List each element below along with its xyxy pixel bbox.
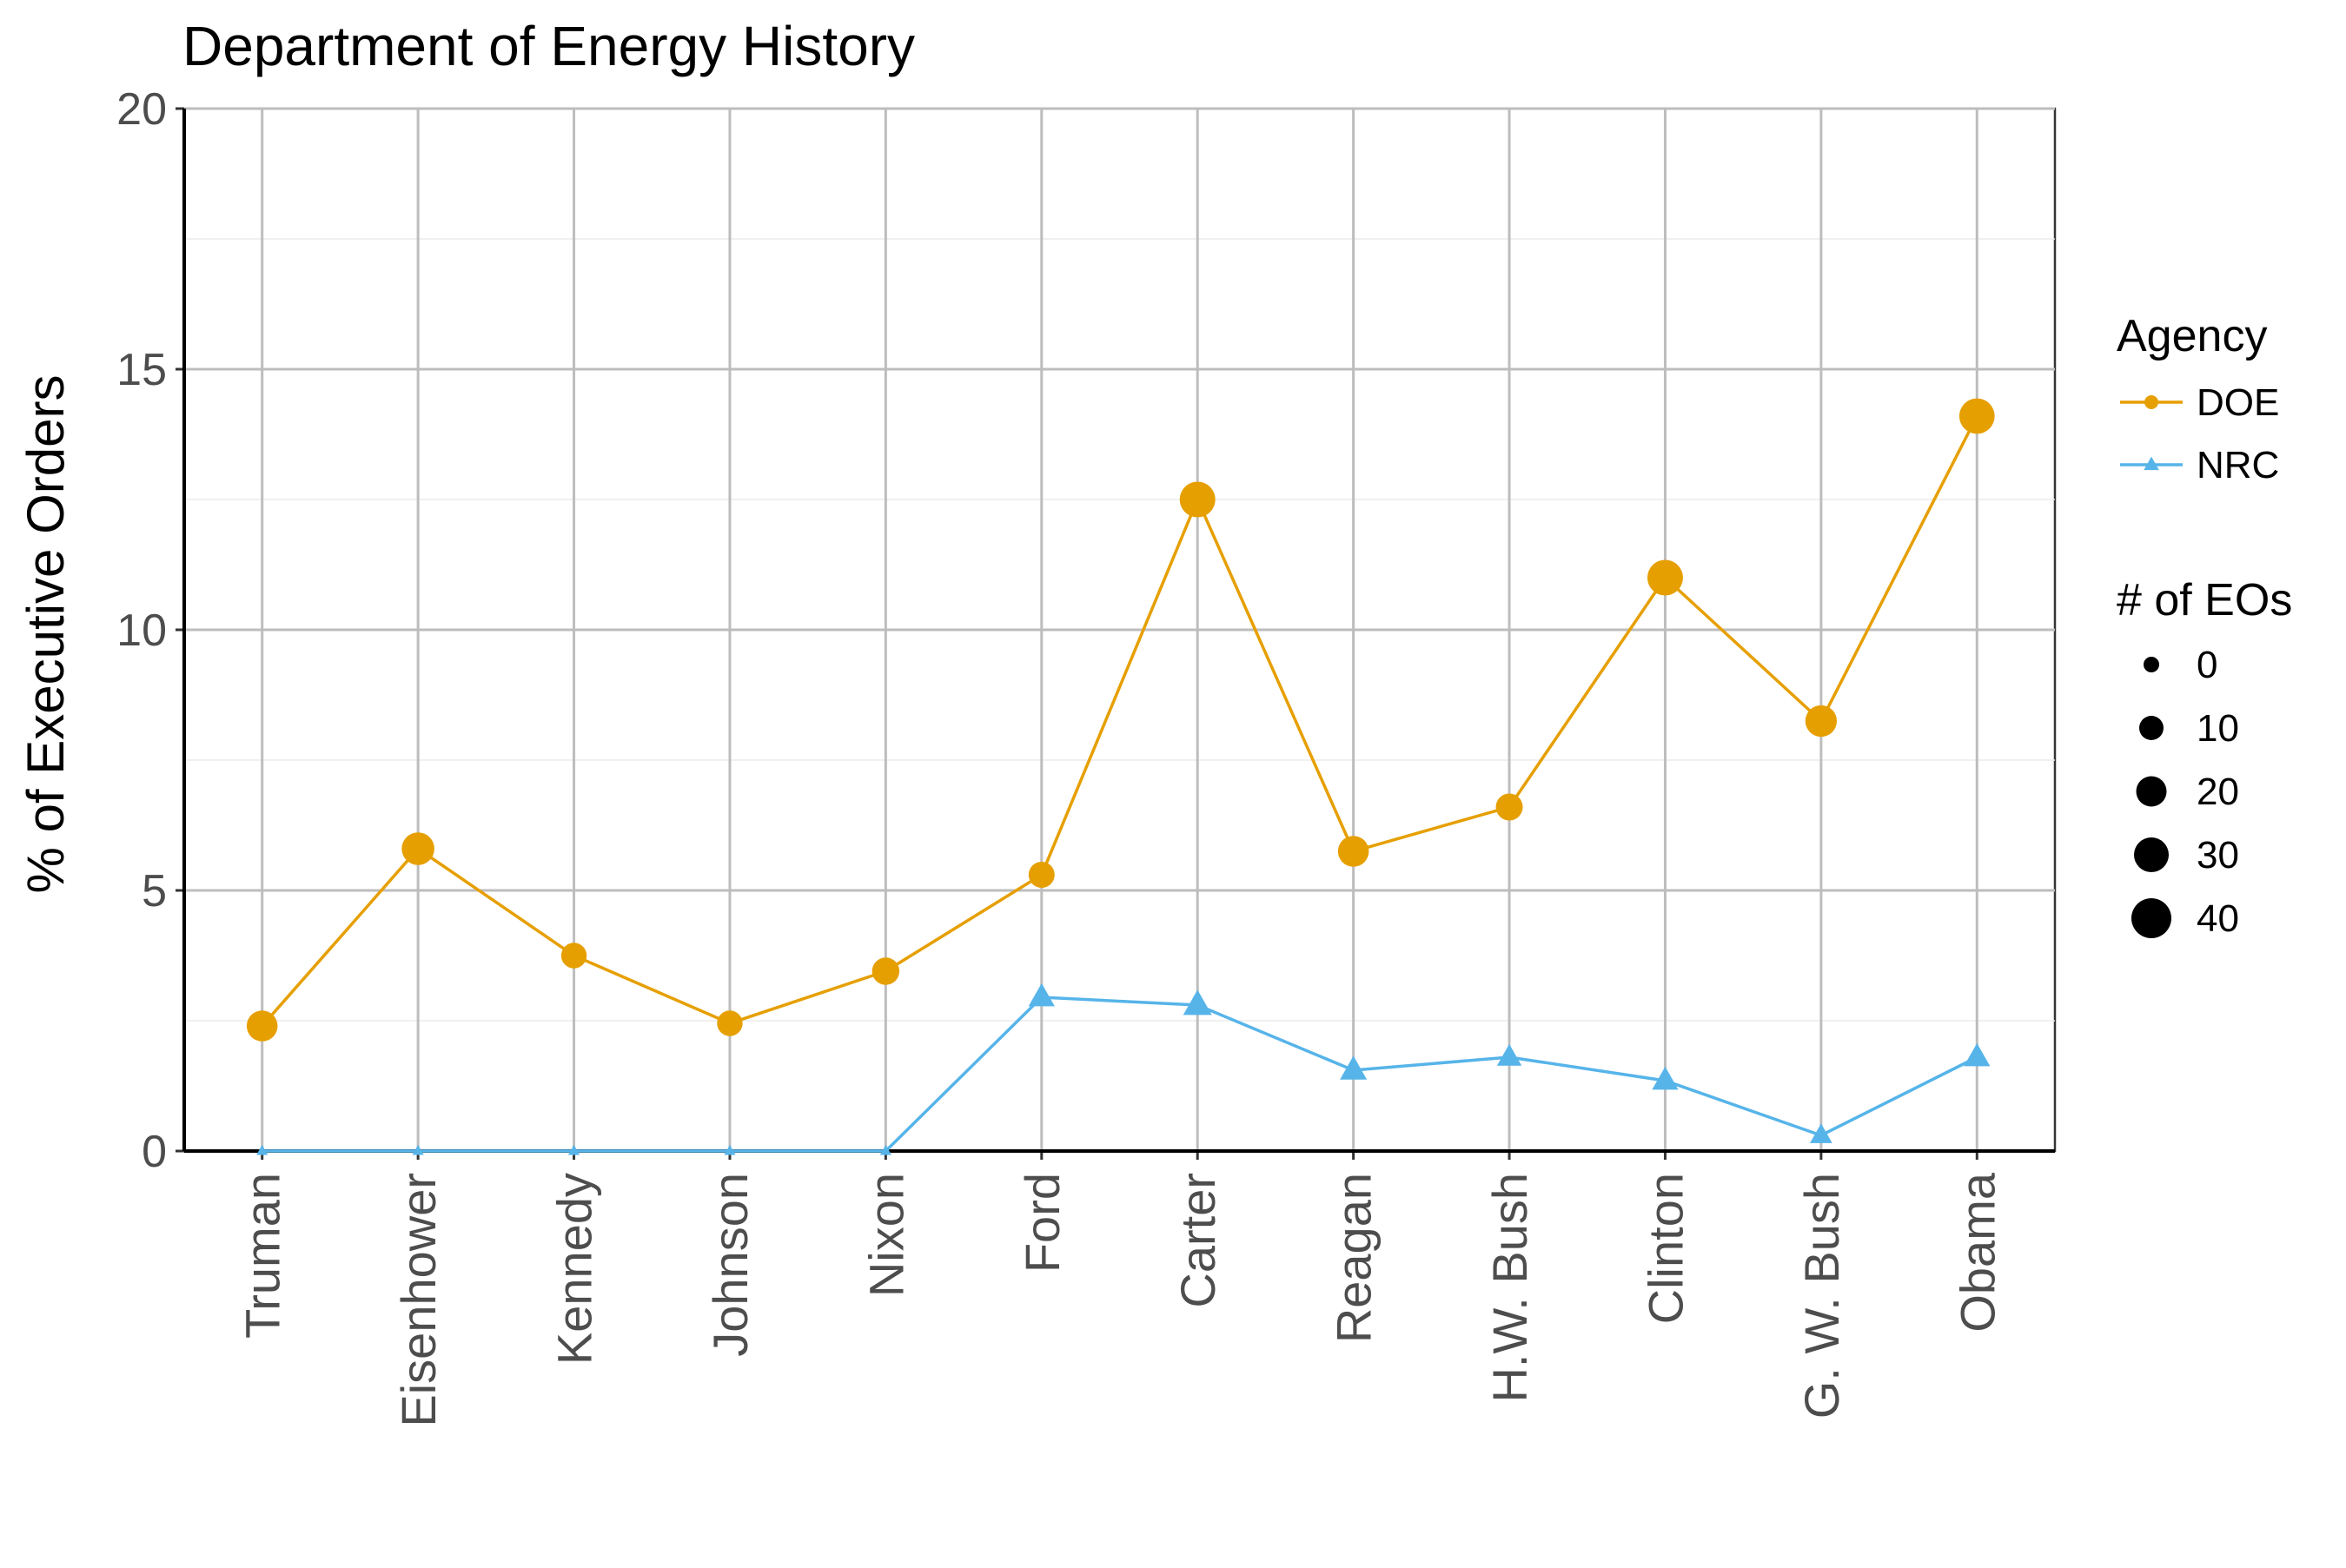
legend-size-label: 10 — [2197, 707, 2239, 750]
data-point-nrc — [879, 1144, 891, 1155]
series-line-doe — [261, 415, 1978, 1028]
legend-label: DOE — [2197, 381, 2279, 424]
data-point-nrc — [1810, 1123, 1832, 1143]
legend-size-label: 0 — [2197, 644, 2217, 686]
legend-size-label: 30 — [2197, 834, 2239, 877]
y-tick-label: 5 — [142, 866, 167, 916]
x-tick-label: Nixon — [858, 1173, 913, 1297]
legend-key-marker — [2144, 395, 2158, 409]
data-point-nrc — [412, 1144, 424, 1155]
series-line-nrc — [262, 996, 1978, 1153]
data-point-nrc — [1496, 1043, 1522, 1066]
chart-title: Department of Energy History — [182, 15, 915, 77]
data-point-doe — [871, 957, 900, 985]
data-point-nrc — [1964, 1042, 1991, 1067]
x-tick-label: Carter — [1170, 1173, 1225, 1308]
data-point-doe — [560, 943, 587, 969]
legend-agency-title: Agency — [2117, 311, 2267, 361]
legend-label: NRC — [2197, 444, 2279, 486]
legend-size-marker — [2134, 837, 2169, 872]
data-point-doe — [401, 832, 434, 865]
data-point-doe — [246, 1010, 278, 1042]
y-tick-label: 15 — [116, 345, 167, 395]
y-tick-label: 20 — [116, 84, 167, 135]
x-tick-label: Ford — [1015, 1173, 1070, 1273]
x-tick-label: Kennedy — [547, 1173, 602, 1365]
legend-size-label: 20 — [2197, 771, 2239, 813]
data-point-doe — [1805, 705, 1838, 738]
data-point-doe — [1028, 862, 1055, 888]
data-point-nrc — [256, 1144, 268, 1155]
legend-size-marker — [2139, 716, 2164, 740]
y-tick-label: 0 — [142, 1127, 167, 1177]
x-tick-label: Truman — [235, 1173, 290, 1339]
legend-size-label: 40 — [2197, 897, 2239, 940]
data-point-doe — [717, 1010, 743, 1036]
x-tick-label: Eisenhower — [391, 1173, 446, 1427]
y-axis-label: % of Executive Orders — [17, 375, 75, 894]
data-point-doe — [1495, 793, 1523, 821]
x-tick-label: Reagan — [1327, 1173, 1382, 1343]
data-point-doe — [1179, 481, 1216, 518]
x-tick-label: G. W. Bush — [1794, 1173, 1849, 1419]
x-tick-label: Obama — [1950, 1172, 2005, 1332]
x-tick-label: H.W. Bush — [1482, 1173, 1537, 1403]
x-tick-label: Clinton — [1638, 1173, 1693, 1324]
x-tick-label: Johnson — [703, 1173, 758, 1357]
legend-key-marker — [2144, 456, 2159, 471]
data-point-nrc — [1183, 989, 1212, 1016]
data-point-doe — [1647, 559, 1683, 596]
data-point-nrc — [724, 1144, 736, 1155]
data-point-nrc — [567, 1144, 580, 1155]
legend-size-marker — [2136, 776, 2167, 807]
data-point-doe — [1337, 836, 1369, 867]
legend-size-title: # of EOs — [2117, 575, 2292, 625]
data-point-nrc — [1340, 1055, 1368, 1080]
y-tick-label: 10 — [116, 605, 167, 656]
data-point-nrc — [1028, 982, 1055, 1007]
legend-size-marker — [2144, 657, 2159, 672]
legend-size-marker — [2131, 898, 2171, 938]
data-point-nrc — [1652, 1066, 1679, 1090]
data-point-doe — [1958, 398, 1995, 434]
